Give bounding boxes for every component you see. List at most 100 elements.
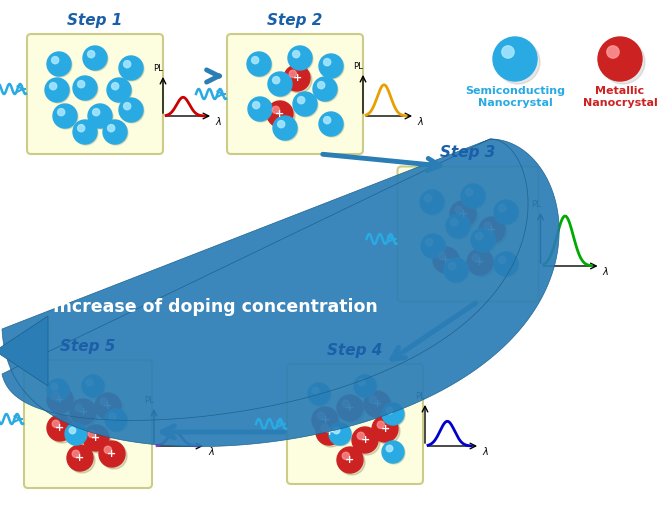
- Circle shape: [278, 121, 285, 128]
- Text: +: +: [108, 449, 117, 459]
- Circle shape: [383, 404, 405, 426]
- Circle shape: [313, 77, 337, 101]
- Circle shape: [352, 427, 378, 453]
- Circle shape: [48, 380, 70, 402]
- Circle shape: [77, 124, 85, 132]
- Circle shape: [320, 113, 344, 137]
- Circle shape: [433, 247, 459, 273]
- Polygon shape: [2, 139, 559, 446]
- Circle shape: [268, 72, 292, 96]
- Circle shape: [449, 262, 456, 270]
- Circle shape: [314, 78, 338, 102]
- Circle shape: [317, 412, 325, 419]
- Text: +: +: [55, 423, 65, 433]
- Circle shape: [108, 124, 115, 132]
- Circle shape: [47, 379, 69, 401]
- Circle shape: [462, 185, 486, 209]
- Circle shape: [58, 108, 65, 116]
- Text: Step 1: Step 1: [67, 13, 123, 28]
- Circle shape: [354, 375, 376, 397]
- Circle shape: [318, 81, 325, 89]
- Text: PL: PL: [415, 392, 425, 401]
- Circle shape: [479, 217, 505, 243]
- Circle shape: [438, 252, 446, 260]
- Circle shape: [93, 108, 99, 116]
- Circle shape: [48, 53, 72, 77]
- Circle shape: [82, 375, 104, 397]
- Circle shape: [377, 421, 384, 428]
- Circle shape: [124, 103, 131, 110]
- Text: +: +: [458, 209, 468, 219]
- Circle shape: [294, 93, 318, 117]
- Text: +: +: [75, 453, 85, 463]
- Circle shape: [47, 387, 73, 413]
- Circle shape: [47, 415, 73, 441]
- Circle shape: [383, 442, 405, 464]
- Circle shape: [386, 407, 392, 414]
- Circle shape: [444, 258, 468, 282]
- Circle shape: [85, 427, 111, 453]
- Text: +: +: [276, 109, 285, 119]
- Text: +: +: [103, 401, 113, 411]
- Text: PL: PL: [153, 64, 163, 73]
- Circle shape: [495, 201, 519, 225]
- Circle shape: [104, 121, 128, 145]
- Circle shape: [309, 384, 331, 406]
- Text: +: +: [321, 415, 330, 425]
- Circle shape: [53, 104, 77, 128]
- Circle shape: [308, 383, 330, 405]
- FancyBboxPatch shape: [287, 364, 423, 484]
- Circle shape: [354, 429, 380, 455]
- Circle shape: [471, 228, 495, 252]
- Circle shape: [97, 395, 123, 421]
- Text: λ: λ: [215, 117, 220, 127]
- Circle shape: [601, 40, 645, 84]
- Circle shape: [69, 427, 76, 434]
- Text: PL: PL: [531, 200, 540, 209]
- Text: λ: λ: [482, 447, 488, 457]
- Circle shape: [364, 391, 390, 417]
- Text: +: +: [91, 433, 101, 443]
- Circle shape: [274, 117, 298, 141]
- Circle shape: [319, 54, 343, 78]
- Circle shape: [83, 46, 107, 70]
- Circle shape: [109, 413, 116, 420]
- Circle shape: [314, 409, 340, 435]
- Text: Step 4: Step 4: [327, 343, 382, 358]
- Text: +: +: [442, 255, 451, 265]
- Circle shape: [89, 105, 113, 129]
- Circle shape: [99, 441, 125, 467]
- Circle shape: [101, 443, 127, 469]
- Circle shape: [445, 259, 469, 283]
- Circle shape: [425, 195, 432, 202]
- Circle shape: [502, 46, 514, 58]
- Circle shape: [51, 383, 58, 390]
- Circle shape: [249, 98, 273, 122]
- Circle shape: [253, 102, 260, 109]
- Circle shape: [422, 235, 446, 259]
- Circle shape: [358, 432, 364, 440]
- Circle shape: [366, 393, 392, 419]
- Text: Semiconducting
Nanocrystal: Semiconducting Nanocrystal: [465, 86, 565, 107]
- Circle shape: [86, 379, 93, 386]
- FancyBboxPatch shape: [24, 360, 152, 488]
- Circle shape: [369, 396, 376, 404]
- Circle shape: [481, 219, 507, 245]
- Circle shape: [337, 395, 363, 421]
- Text: +: +: [79, 407, 87, 417]
- Circle shape: [319, 112, 343, 136]
- Circle shape: [88, 104, 112, 128]
- Circle shape: [421, 191, 445, 215]
- Circle shape: [74, 121, 98, 145]
- Circle shape: [450, 218, 458, 226]
- Circle shape: [108, 79, 132, 103]
- Circle shape: [469, 251, 495, 277]
- Circle shape: [49, 417, 75, 443]
- Text: Increase of doping concentration: Increase of doping concentration: [52, 298, 378, 316]
- Circle shape: [50, 83, 56, 90]
- Circle shape: [329, 423, 351, 445]
- Circle shape: [119, 56, 143, 80]
- Circle shape: [382, 403, 404, 425]
- Circle shape: [247, 52, 271, 76]
- Circle shape: [73, 76, 97, 100]
